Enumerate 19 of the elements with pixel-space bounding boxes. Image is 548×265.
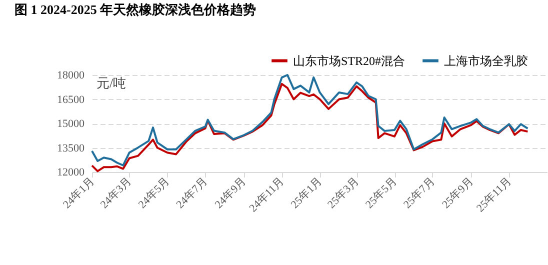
x-tick-label: 25年1月 bbox=[288, 175, 325, 211]
y-tick-label: 15000 bbox=[57, 118, 85, 130]
y-tick-label: 18000 bbox=[57, 70, 85, 82]
x-tick-label: 24年9月 bbox=[212, 175, 249, 211]
x-tick-label: 25年9月 bbox=[440, 175, 476, 211]
y-tick-label: 13500 bbox=[57, 142, 85, 154]
x-tick-label: 24年7月 bbox=[174, 175, 210, 211]
chart-title: 图 1 2024-2025 年天然橡胶深浅色价格趋势 bbox=[14, 2, 256, 17]
y-tick-label: 16500 bbox=[57, 94, 85, 106]
x-tick-label: 24年11月 bbox=[247, 175, 287, 215]
legend-label: 山东市场STR20#混合 bbox=[293, 54, 406, 68]
legend-label: 上海市场全乳胶 bbox=[444, 54, 528, 68]
y-axis-title: 元/吨 bbox=[96, 76, 126, 90]
x-tick-label: 25年7月 bbox=[402, 175, 438, 211]
x-tick-label: 25年11月 bbox=[474, 175, 514, 215]
x-tick-label: 24年3月 bbox=[98, 175, 134, 211]
x-tick-label: 25年5月 bbox=[364, 175, 400, 211]
x-tick-label: 25年3月 bbox=[326, 175, 362, 211]
x-tick-label: 24年5月 bbox=[136, 175, 172, 211]
